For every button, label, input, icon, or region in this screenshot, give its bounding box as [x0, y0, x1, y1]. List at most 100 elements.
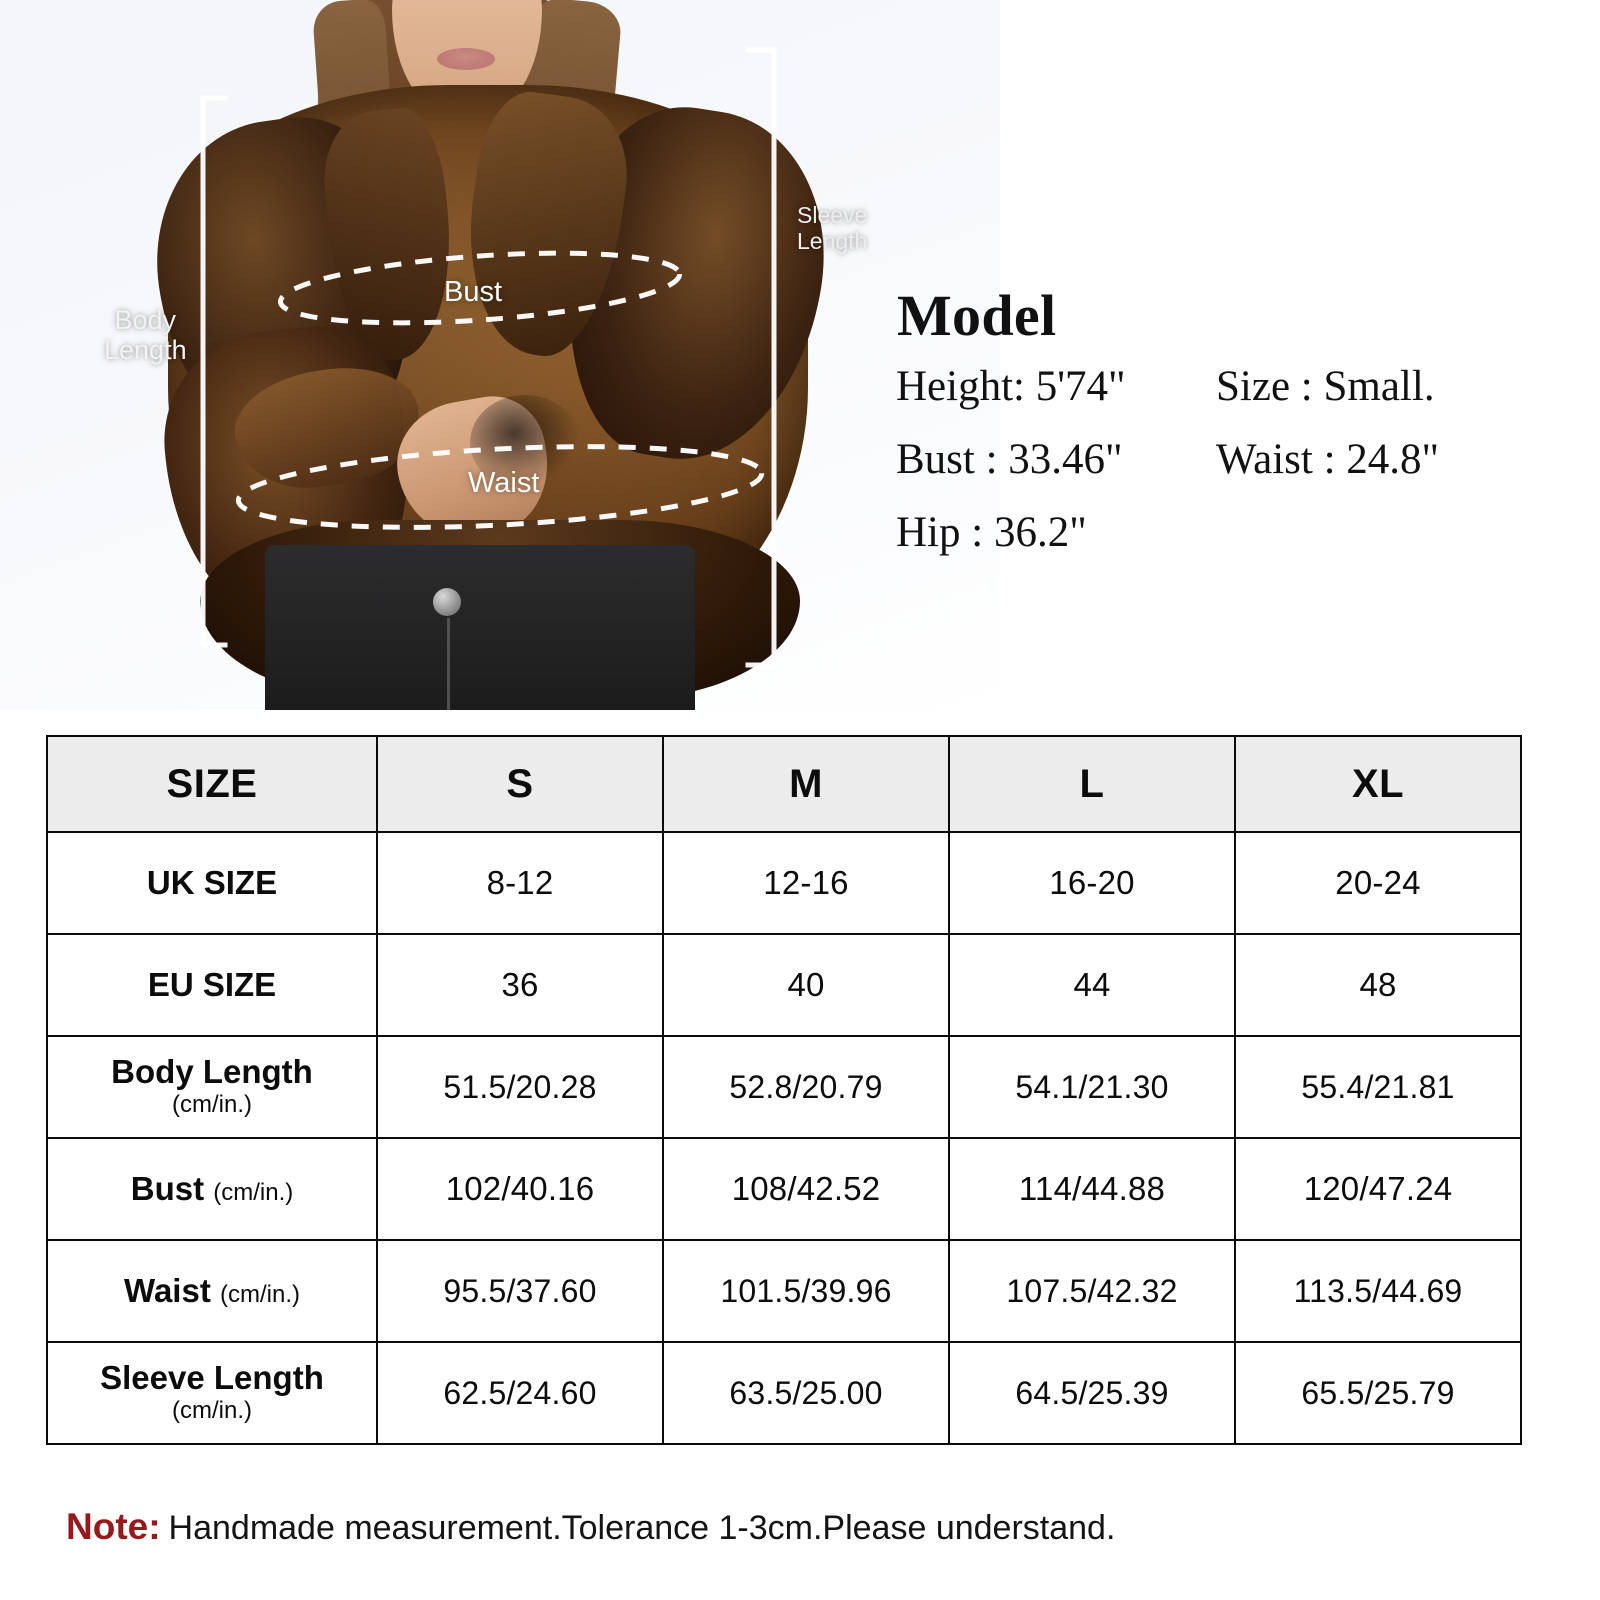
value-cell: 44 — [948, 933, 1236, 1037]
value-cell: 55.4/21.81 — [1234, 1035, 1522, 1139]
row-label: EU SIZE — [147, 965, 277, 1003]
cell-value: 113.5/44.69 — [1293, 1272, 1463, 1309]
value-cell: 51.5/20.28 — [376, 1035, 664, 1139]
row-label-cell: Bust (cm/in.) — [46, 1137, 378, 1241]
table-body: UK SIZE 8-12 12-16 16-20 20-24 EU SIZE 36 40 44 4… — [46, 831, 1522, 1445]
value-cell: 107.5/42.32 — [948, 1239, 1236, 1343]
value-cell: 16-20 — [948, 831, 1236, 935]
header-cell-m: M — [662, 735, 950, 833]
cell-value: 12-16 — [763, 864, 849, 901]
value-cell: 95.5/37.60 — [376, 1239, 664, 1343]
row-unit: (cm/in.) — [172, 1396, 252, 1424]
cell-value: 55.4/21.81 — [1301, 1068, 1455, 1105]
cell-value: 48 — [1359, 966, 1397, 1003]
cell-value: 114/44.88 — [1018, 1170, 1166, 1207]
value-cell: 36 — [376, 933, 664, 1037]
cell-value: 65.5/25.79 — [1301, 1374, 1455, 1411]
model-heading: Model — [897, 283, 1057, 348]
value-cell: 40 — [662, 933, 950, 1037]
cell-value: 102/40.16 — [445, 1170, 595, 1207]
cell-value: 62.5/24.60 — [443, 1374, 597, 1411]
cell-value: 44 — [1073, 966, 1111, 1003]
model-hand-shadow — [470, 395, 580, 490]
model-bust: Bust : 33.46" — [896, 436, 1123, 483]
model-info-block: Model Height: 5'74" Size : Small. Bust :… — [896, 0, 1600, 710]
value-cell: 62.5/24.60 — [376, 1341, 664, 1445]
table-row: EU SIZE 36 40 44 48 — [46, 933, 1522, 1037]
cell-value: 101.5/39.96 — [720, 1272, 892, 1309]
table-row: UK SIZE 8-12 12-16 16-20 20-24 — [46, 831, 1522, 935]
cell-value: 63.5/25.00 — [729, 1374, 883, 1411]
model-size: Size : Small. — [1216, 363, 1435, 410]
value-cell: 8-12 — [376, 831, 664, 935]
value-cell: 20-24 — [1234, 831, 1522, 935]
model-row-hip: Hip : 36.2" — [896, 508, 1496, 581]
value-cell: 65.5/25.79 — [1234, 1341, 1522, 1445]
cell-value: 64.5/25.39 — [1015, 1374, 1169, 1411]
value-cell: 113.5/44.69 — [1234, 1239, 1522, 1343]
value-cell: 108/42.52 — [662, 1137, 950, 1241]
cell-value: 40 — [787, 966, 825, 1003]
value-cell: 114/44.88 — [948, 1137, 1236, 1241]
cell-value: 51.5/20.28 — [443, 1068, 597, 1105]
row-unit: (cm/in.) — [219, 1280, 300, 1308]
row-label: Waist — [124, 1271, 220, 1309]
row-label-cell: EU SIZE — [46, 933, 378, 1037]
table-header-row: SIZE S M L XL — [46, 735, 1522, 833]
model-measurements: Height: 5'74" Size : Small. Bust : 33.46… — [896, 362, 1496, 581]
cell-value: 95.5/37.60 — [443, 1272, 597, 1309]
value-cell: 63.5/25.00 — [662, 1341, 950, 1445]
jeans-button-icon — [433, 588, 461, 616]
value-cell: 12-16 — [662, 831, 950, 935]
row-label-cell: Sleeve Length (cm/in.) — [46, 1341, 378, 1445]
cell-value: 8-12 — [486, 864, 554, 901]
size-chart-table: SIZE S M L XL UK SIZE 8-12 12-16 16-20 20-24… — [46, 735, 1522, 1445]
cell-value: 54.1/21.30 — [1015, 1068, 1169, 1105]
row-label: Body Length — [111, 1053, 313, 1091]
cell-value: 52.8/20.79 — [729, 1068, 883, 1105]
model-lips — [437, 48, 495, 70]
table-row: Sleeve Length (cm/in.) 62.5/24.60 63.5/25.0… — [46, 1341, 1522, 1445]
table-row: Waist (cm/in.) 95.5/37.60 101.5/39.96 107.5… — [46, 1239, 1522, 1343]
header-cell-s: S — [376, 735, 664, 833]
cell-value: 20-24 — [1335, 864, 1421, 901]
table-row: Body Length (cm/in.) 51.5/20.28 52.8/20.79 5… — [46, 1035, 1522, 1139]
cell-value: 120/47.24 — [1303, 1170, 1453, 1207]
row-label: Bust — [130, 1169, 214, 1207]
value-cell: 64.5/25.39 — [948, 1341, 1236, 1445]
model-row-height-size: Height: 5'74" Size : Small. — [896, 362, 1496, 435]
model-figure-illustration — [0, 0, 1000, 710]
header-cell-l: L — [948, 735, 1236, 833]
table-row: Bust (cm/in.) 102/40.16 108/42.52 114/44.88… — [46, 1137, 1522, 1241]
value-cell: 48 — [1234, 933, 1522, 1037]
cell-value: 16-20 — [1049, 864, 1135, 901]
value-cell: 120/47.24 — [1234, 1137, 1522, 1241]
jeans-fly-seam — [447, 618, 450, 710]
cell-value: 108/42.52 — [731, 1170, 881, 1207]
row-label-cell: Waist (cm/in.) — [46, 1239, 378, 1343]
model-height: Height: 5'74" — [896, 363, 1126, 410]
cell-value: 107.5/42.32 — [1006, 1272, 1178, 1309]
model-row-bust-waist: Bust : 33.46" Waist : 24.8" — [896, 435, 1496, 508]
value-cell: 102/40.16 — [376, 1137, 664, 1241]
row-label-cell: Body Length (cm/in.) — [46, 1035, 378, 1139]
top-panel: Body Length Sleeve Length Bust Waist Mod… — [0, 0, 1600, 710]
model-waist: Waist : 24.8" — [1216, 436, 1440, 483]
cell-value: 36 — [501, 966, 539, 1003]
note-keyword: Note: — [66, 1506, 161, 1547]
value-cell: 101.5/39.96 — [662, 1239, 950, 1343]
row-unit: (cm/in.) — [213, 1178, 294, 1206]
value-cell: 52.8/20.79 — [662, 1035, 950, 1139]
note-line: Note: Handmade measurement.Tolerance 1-3c… — [66, 1506, 1115, 1548]
model-hip: Hip : 36.2" — [896, 509, 1087, 556]
row-label: UK SIZE — [146, 863, 278, 901]
value-cell: 54.1/21.30 — [948, 1035, 1236, 1139]
header-cell-xl: XL — [1234, 735, 1522, 833]
note-text: Handmade measurement.Tolerance 1-3cm.Ple… — [168, 1509, 1116, 1547]
row-unit: (cm/in.) — [172, 1090, 252, 1118]
model-photo: Body Length Sleeve Length Bust Waist — [0, 0, 1000, 710]
row-label: Sleeve Length — [100, 1359, 324, 1397]
model-jeans — [265, 545, 695, 710]
header-cell-size: SIZE — [46, 735, 378, 833]
